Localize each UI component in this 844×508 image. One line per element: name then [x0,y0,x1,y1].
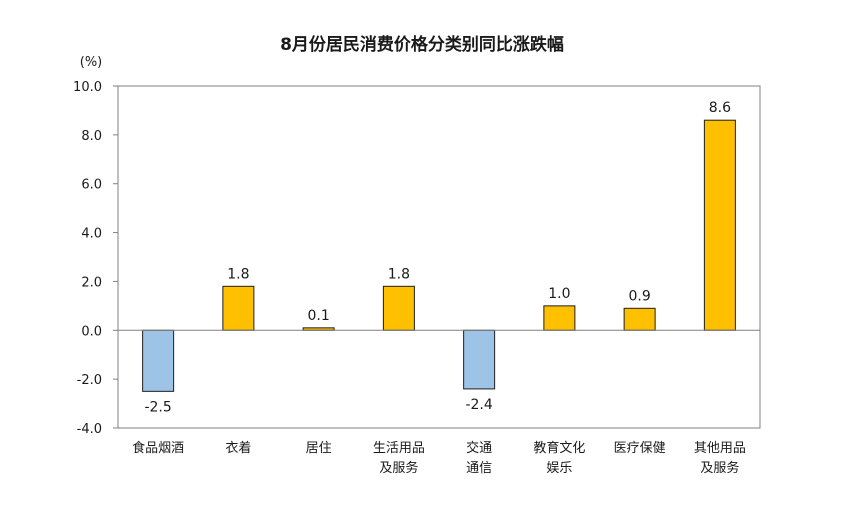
chart-title: 8月份居民消费价格分类别同比涨跌幅 [280,34,564,55]
y-tick-label: 10.0 [73,80,102,95]
bar [142,329,175,392]
bar-value-label: 1.8 [227,266,249,282]
bar [703,119,736,331]
bar [382,285,415,331]
bar [222,285,255,331]
y-tick-label: 8.0 [81,129,102,144]
bar-value-label: -2.4 [465,397,492,413]
plot-frame [117,85,761,429]
category-label: 及服务 [700,460,739,476]
category-label: 通信 [466,461,492,476]
category-label: 衣着 [225,440,251,456]
category-label: 居住 [306,441,332,456]
bar-value-label: 8.6 [709,100,731,116]
bar-value-label: 1.0 [548,286,570,302]
y-tick-label: -4.0 [77,422,102,437]
y-tick-label: 0.0 [81,324,102,339]
bar-value-label: 0.1 [307,308,329,324]
category-label: 及服务 [379,460,418,476]
category-label: 生活用品 [373,441,425,456]
bar [623,307,656,331]
bar [543,305,576,331]
bar-value-label: -2.5 [144,399,171,415]
y-unit-label: (%) [80,55,103,70]
category-label: 其他用品 [694,441,746,456]
category-label: 教育文化 [533,440,585,456]
category-label: 交通 [466,440,492,456]
bar-value-label: 0.9 [628,288,650,304]
category-label: 医疗保健 [614,441,666,456]
y-tick-label: 2.0 [81,275,102,290]
category-label: 娱乐 [546,461,572,476]
y-tick-label: 4.0 [81,227,102,242]
bar [463,329,496,390]
y-tick-label: -2.0 [77,373,102,388]
bar-value-label: 1.8 [388,266,410,282]
y-tick-label: 6.0 [81,178,102,193]
category-label: 食品烟酒 [132,440,184,456]
